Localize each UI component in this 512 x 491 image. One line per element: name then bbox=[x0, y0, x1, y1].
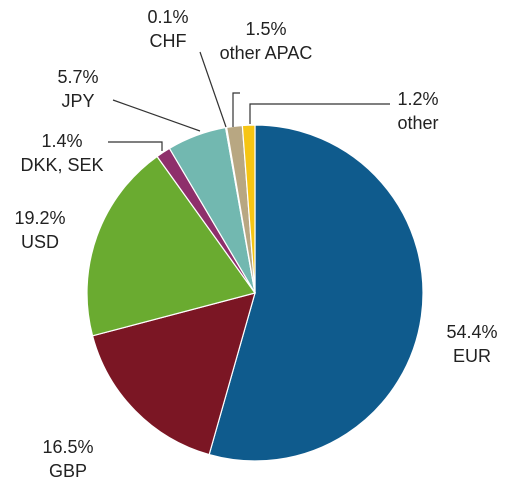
value-label: 1.2% bbox=[397, 89, 438, 109]
leader-line bbox=[232, 92, 240, 127]
leader-line bbox=[108, 141, 163, 151]
category-label: GBP bbox=[49, 461, 87, 481]
value-label: 16.5% bbox=[42, 437, 93, 457]
pie-slice bbox=[241, 124, 256, 294]
leader-line bbox=[249, 103, 390, 124]
value-label: 5.7% bbox=[57, 67, 98, 87]
pie-slice bbox=[86, 155, 256, 337]
category-label: EUR bbox=[453, 346, 491, 366]
leader-lines bbox=[108, 51, 390, 151]
value-label: 1.4% bbox=[41, 131, 82, 151]
pie-slice bbox=[91, 292, 256, 456]
category-label: other bbox=[397, 113, 438, 133]
value-label: 1.5% bbox=[245, 19, 286, 39]
leader-line bbox=[199, 51, 227, 128]
category-label: DKK, SEK bbox=[20, 155, 103, 175]
value-label: 0.1% bbox=[147, 7, 188, 27]
category-label: JPY bbox=[61, 91, 94, 111]
category-label: other APAC bbox=[220, 43, 313, 63]
value-label: 54.4% bbox=[446, 322, 497, 342]
pie-slice bbox=[208, 124, 424, 462]
category-label: CHF bbox=[150, 31, 187, 51]
leader-line bbox=[112, 99, 201, 132]
category-label: USD bbox=[21, 232, 59, 252]
value-label: 19.2% bbox=[14, 208, 65, 228]
